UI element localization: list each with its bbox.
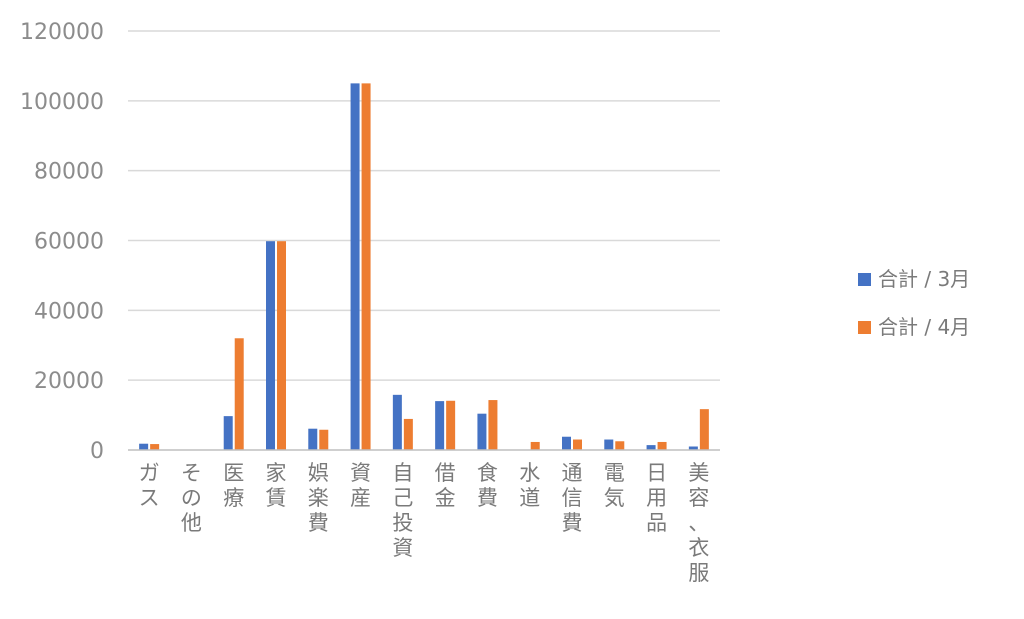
bar-march — [604, 439, 614, 450]
legend-label: 合計 / 4月 — [878, 315, 970, 339]
x-category-label: 電気 — [604, 461, 625, 510]
x-category-char: 資 — [392, 536, 413, 560]
legend-label: 合計 / 3月 — [878, 267, 970, 291]
x-category-char: の — [181, 486, 202, 510]
x-category-char: 費 — [562, 511, 583, 535]
x-category-char: 日 — [646, 461, 667, 485]
x-category-char: 家 — [266, 461, 287, 485]
bar-april — [530, 441, 540, 450]
legend-swatch — [858, 321, 871, 334]
x-category-char: 自 — [392, 461, 413, 485]
x-category-char: 道 — [519, 486, 540, 510]
x-category-label: その他 — [181, 461, 202, 535]
x-category-label: 借金 — [435, 461, 456, 510]
x-category-char: 電 — [604, 461, 625, 485]
x-category-char: 食 — [477, 461, 498, 485]
bar-april — [699, 409, 709, 450]
y-tick-label: 40000 — [34, 299, 104, 324]
x-category-char: 用 — [646, 486, 667, 510]
x-category-char: 衣 — [688, 536, 709, 560]
bar-march — [139, 443, 149, 450]
x-category-char: 品 — [646, 511, 667, 535]
bar-march — [266, 241, 275, 450]
x-category-label: 家賃 — [266, 461, 287, 510]
x-category-label: 日用品 — [646, 461, 667, 535]
x-category-char: 他 — [181, 511, 202, 535]
x-category-char: 費 — [308, 511, 329, 535]
bar-april — [446, 400, 456, 450]
x-category-label: 水道 — [519, 461, 540, 510]
x-category-char: 気 — [604, 486, 625, 510]
bars — [139, 83, 709, 450]
x-category-label: ガス — [139, 461, 160, 510]
x-category-char: 資 — [350, 461, 371, 485]
bar-april — [361, 83, 371, 450]
bar-march — [392, 394, 402, 450]
bar-april — [150, 444, 160, 450]
bar-april — [615, 441, 625, 450]
x-category-char: ガ — [139, 461, 160, 485]
x-category-char: 水 — [519, 461, 540, 485]
bar-april — [319, 429, 329, 450]
x-category-char: そ — [181, 461, 202, 485]
x-category-label: 通信費 — [562, 461, 583, 535]
x-category-label: 医療 — [223, 461, 244, 510]
bar-march — [562, 436, 571, 450]
bar-march — [646, 445, 656, 450]
gridlines — [128, 30, 720, 381]
x-category-char: 楽 — [308, 486, 329, 510]
x-category-char: 通 — [562, 461, 583, 485]
x-category-char: 、 — [688, 511, 709, 535]
bar-march — [308, 428, 318, 450]
y-tick-label: 80000 — [34, 160, 104, 185]
x-category-char: 投 — [392, 511, 413, 535]
legend-swatch — [858, 273, 871, 286]
bar-march — [223, 416, 233, 450]
x-category-char: 賃 — [266, 486, 287, 510]
bar-march — [435, 401, 445, 450]
bar-april — [573, 439, 582, 450]
y-tick-label: 20000 — [34, 369, 104, 394]
x-category-char: 己 — [392, 486, 413, 510]
x-category-char: 容 — [688, 486, 709, 510]
x-category-char: 金 — [435, 486, 456, 510]
x-category-char: 信 — [562, 486, 583, 510]
x-category-char: 借 — [435, 461, 456, 485]
bar-april — [657, 441, 667, 450]
x-category-char: 療 — [223, 486, 244, 510]
bar-april — [277, 241, 286, 450]
y-tick-label: 100000 — [20, 90, 104, 115]
y-tick-label: 0 — [90, 439, 104, 464]
x-category-char: 服 — [688, 561, 709, 585]
bar-april — [488, 400, 498, 450]
y-tick-label: 60000 — [34, 230, 104, 255]
bar-april — [403, 418, 413, 450]
x-category-char: ス — [139, 486, 160, 510]
y-axis-ticks: 0 20000 40000 60000 80000 100000 120000 — [20, 20, 104, 464]
x-category-label: 食費 — [477, 461, 498, 510]
x-category-char: 美 — [688, 461, 709, 485]
x-category-char: 娯 — [308, 461, 329, 485]
x-category-label: 美容、衣服 — [688, 461, 709, 585]
bar-march — [688, 446, 698, 450]
x-category-char: 医 — [223, 461, 244, 485]
y-tick-label: 120000 — [20, 20, 104, 45]
x-category-char: 産 — [350, 486, 371, 510]
bar-april — [234, 338, 244, 450]
x-category-label: 資産 — [350, 461, 371, 510]
bar-march — [477, 413, 487, 450]
bar-march — [350, 83, 360, 450]
x-category-label: 娯楽費 — [308, 461, 329, 535]
x-category-char: 費 — [477, 486, 498, 510]
